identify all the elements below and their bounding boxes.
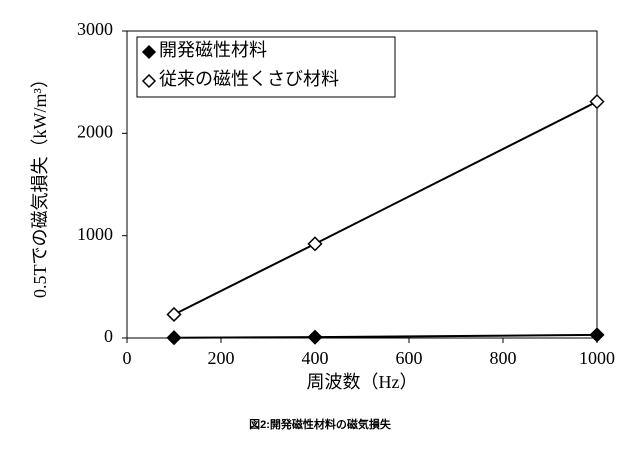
legend-label: 従来の磁性くさび材料 [159,69,339,89]
data-point [589,94,605,110]
data-point [589,327,605,343]
y-axis-label: 0.5Tでの磁気損失（kW/m³） [30,70,50,298]
x-tick-label: 1000 [579,348,615,368]
series-line [173,333,598,339]
legend-marker [141,73,157,89]
data-point [166,306,182,323]
legend-marker [141,44,157,60]
x-axis-label: 周波数（Hz） [307,372,418,392]
series-line [173,100,598,316]
x-tick-label: 600 [396,348,423,368]
plot-frame [126,30,598,339]
x-tick-label: 400 [302,348,329,368]
y-tick-label: 2000 [77,121,113,141]
data-point [307,329,323,345]
x-tick-label: 0 [123,348,132,368]
data-point [307,236,323,252]
y-tick-label: 0 [104,326,113,346]
caption: 図2:開発磁性材料の磁気損失 [249,417,392,431]
x-tick-label: 200 [208,348,235,368]
legend-box [136,36,396,98]
x-tick-label: 800 [490,348,517,368]
y-tick-label: 1000 [77,224,113,244]
legend-label: 開発磁性材料 [159,40,267,60]
data-point [166,330,182,346]
y-tick-label: 3000 [77,19,113,39]
